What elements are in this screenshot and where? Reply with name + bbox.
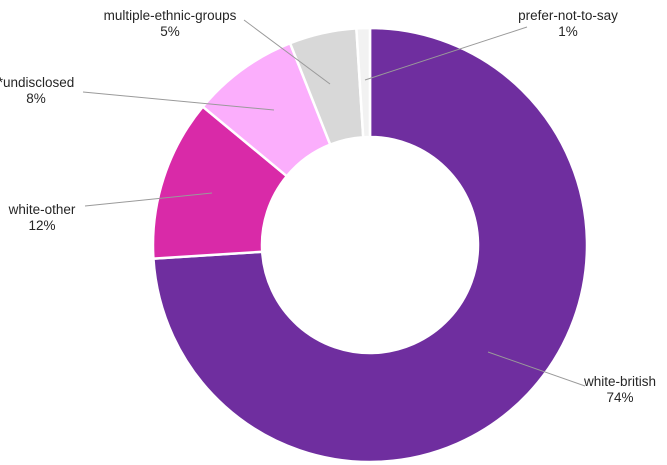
slice-label-multiple-ethnic-groups: multiple-ethnic-groups xyxy=(104,8,237,23)
slice-white-british xyxy=(152,26,589,464)
leader-lines-group xyxy=(82,19,586,387)
slice-label-white-british: white-british xyxy=(583,374,656,389)
slice-label-prefer-not-to-say: prefer-not-to-say xyxy=(518,8,618,23)
leader-line-prefer-not-to-say xyxy=(364,26,528,81)
leader-line-undisclosed xyxy=(82,91,275,111)
leader-line-white-other xyxy=(84,192,213,207)
slice-prefer-not-to-say xyxy=(355,26,372,139)
leader-line-white-british xyxy=(487,351,586,387)
slice-value-undisclosed: 8% xyxy=(26,91,46,106)
slice-label-undisclosed: *undisclosed xyxy=(0,75,74,90)
slice-value-white-other: 12% xyxy=(28,218,55,233)
slice-label-white-other: white-other xyxy=(8,202,76,217)
slices-group xyxy=(151,26,589,464)
slice-value-prefer-not-to-say: 1% xyxy=(558,24,578,39)
slice-value-white-british: 74% xyxy=(606,390,633,405)
slice-value-multiple-ethnic-groups: 5% xyxy=(160,24,180,39)
leader-line-multiple-ethnic-groups xyxy=(243,19,331,85)
